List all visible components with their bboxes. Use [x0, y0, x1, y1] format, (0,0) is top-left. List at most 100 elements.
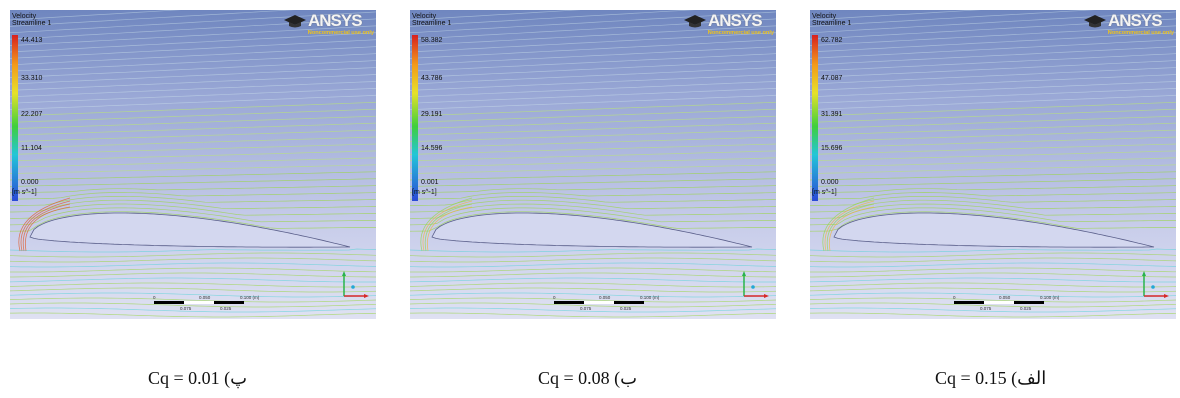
leading-edge-streamline [20, 200, 71, 252]
streamline [10, 81, 376, 98]
streamline [410, 150, 776, 162]
streamline [810, 53, 1176, 72]
scale-label: 0.025 [1020, 306, 1032, 311]
streamline [10, 252, 376, 258]
streamline [810, 46, 1176, 66]
streamline-plot [10, 10, 376, 318]
streamline [810, 81, 1176, 98]
streamline [410, 164, 776, 174]
streamline [410, 192, 776, 200]
streamline [10, 122, 376, 136]
legend-tick: 33.310 [21, 75, 43, 82]
streamline [810, 287, 1176, 293]
streamline [410, 199, 776, 213]
legend-tick: 58.382 [421, 37, 443, 44]
streamline [410, 307, 776, 313]
cfd-panel-2: Velocity Streamline 1 58.382 43.786 29.1… [410, 10, 776, 319]
streamline [810, 129, 1176, 142]
graduation-cap-icon [1084, 15, 1106, 28]
streamline [810, 122, 1176, 136]
streamline [410, 60, 776, 78]
scale-bar: 0 0.050 0.100 (m) 0.075 0.025 [944, 295, 1074, 313]
streamline [10, 257, 376, 263]
streamline [10, 88, 376, 104]
streamline [810, 252, 1176, 258]
streamline [810, 199, 1176, 213]
streamline [10, 196, 376, 206]
streamline [10, 277, 376, 283]
streamline [410, 272, 776, 278]
streamline [810, 18, 1176, 40]
streamline [10, 143, 376, 155]
legend-tick: 0.000 [21, 179, 39, 186]
streamline [10, 262, 376, 268]
streamline [810, 143, 1176, 155]
streamline [410, 257, 776, 263]
streamline [10, 164, 376, 174]
streamline [10, 150, 376, 162]
legend-tick: 0.001 [421, 179, 439, 186]
streamline [410, 25, 776, 46]
streamline [810, 171, 1176, 181]
legend-tick: 44.413 [21, 37, 43, 44]
ansys-logo: ANSYS Noncommercial use only [284, 11, 374, 39]
streamline [410, 88, 776, 104]
streamline [10, 272, 376, 278]
streamline [10, 185, 376, 194]
streamline [10, 108, 376, 123]
graduation-cap-icon [284, 15, 306, 28]
streamline [10, 11, 376, 34]
legend-tick: 62.782 [821, 37, 843, 44]
streamline [410, 207, 776, 226]
streamline [410, 81, 776, 98]
streamline [810, 39, 1176, 59]
streamline [410, 10, 583, 21]
leading-edge-streamline [424, 203, 473, 252]
legend-unit: [m s^-1] [412, 189, 437, 196]
streamline [810, 32, 1176, 53]
streamline [10, 203, 376, 219]
streamline [810, 108, 1176, 123]
cfd-panel-1: Velocity Streamline 1 44.413 33.310 22.2… [10, 10, 376, 319]
streamline [810, 150, 1176, 162]
logo-subtext: Noncommercial use only [707, 30, 774, 36]
color-bar [12, 35, 18, 201]
streamline [410, 143, 776, 155]
cfd-panel-3: Velocity Streamline 1 62.782 47.087 31.3… [810, 10, 1176, 319]
scale-label: 0.100 (m) [1040, 295, 1060, 300]
streamline [410, 136, 776, 149]
streamline [810, 195, 1176, 206]
streamline [10, 10, 183, 21]
streamline [810, 248, 1176, 253]
streamline [10, 171, 376, 181]
streamline [810, 101, 1176, 117]
streamline [10, 211, 376, 232]
streamline [410, 39, 776, 59]
streamline [10, 178, 376, 187]
scale-label: 0.075 [980, 306, 992, 311]
streamline [810, 297, 1176, 303]
streamline [410, 67, 776, 85]
streamline [810, 203, 1176, 219]
legend-title: Velocity [412, 13, 437, 20]
graduation-cap-icon [684, 15, 706, 28]
streamline [410, 11, 776, 34]
legend-tick: 22.207 [21, 111, 43, 118]
legend-subtitle: Streamline 1 [812, 20, 852, 27]
color-bar [812, 35, 818, 201]
streamline [410, 101, 776, 117]
streamline [10, 101, 376, 117]
scale-label: 0.025 [220, 306, 232, 311]
scale-label: 0.100 (m) [240, 295, 260, 300]
logo-text: ANSYS [308, 11, 363, 30]
streamline [410, 74, 776, 91]
leading-edge-streamline [422, 200, 473, 252]
streamline [410, 292, 776, 298]
ansys-logo: ANSYS Noncommercial use only [1084, 11, 1174, 39]
airfoil-outline [431, 212, 753, 248]
legend-tick: 29.191 [421, 111, 443, 118]
leading-edge-streamline [420, 197, 473, 252]
streamline [810, 302, 1176, 308]
streamline [810, 67, 1176, 85]
streamline [810, 207, 1176, 226]
